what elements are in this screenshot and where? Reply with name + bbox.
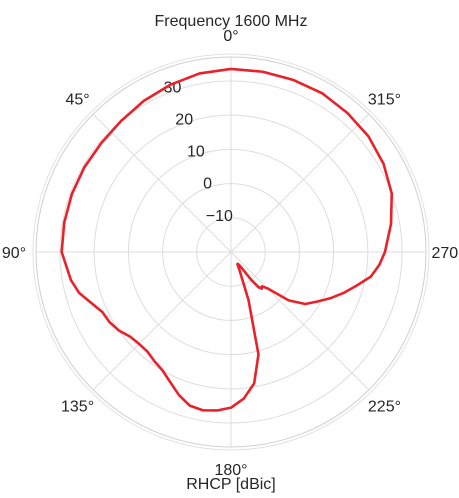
data-series bbox=[60, 67, 394, 412]
radial-tick-label: 0 bbox=[203, 176, 212, 193]
theta-tick-label: 225° bbox=[368, 398, 401, 415]
theta-tick-labels: 0° 45° 90° 135° 180° 225° 270° 315° bbox=[2, 28, 459, 479]
theta-tick-label: 270° bbox=[431, 245, 459, 262]
x-axis-label: RHCP [dBic] bbox=[186, 476, 276, 493]
theta-tick-label: 315° bbox=[368, 92, 401, 109]
outer-frame-ring bbox=[32, 53, 430, 451]
theta-tick-label: 135° bbox=[61, 398, 94, 415]
radial-tick-label: 10 bbox=[187, 144, 205, 161]
theta-tick-label: 180° bbox=[214, 462, 247, 479]
theta-tick-label: 45° bbox=[65, 92, 89, 109]
rhcp-series-line bbox=[60, 67, 394, 412]
radial-tick-label: 20 bbox=[175, 111, 193, 128]
theta-tick-label: 0° bbox=[223, 28, 238, 45]
angular-grid-line bbox=[92, 251, 232, 391]
chart-title: Frequency 1600 MHz bbox=[155, 13, 308, 30]
angular-grid-line bbox=[92, 113, 232, 253]
theta-tick-label: 90° bbox=[2, 245, 26, 262]
radial-tick-label: −10 bbox=[206, 208, 233, 225]
polar-grid bbox=[32, 53, 430, 451]
angular-grid-line bbox=[230, 251, 370, 391]
angular-grid-line bbox=[230, 113, 370, 253]
